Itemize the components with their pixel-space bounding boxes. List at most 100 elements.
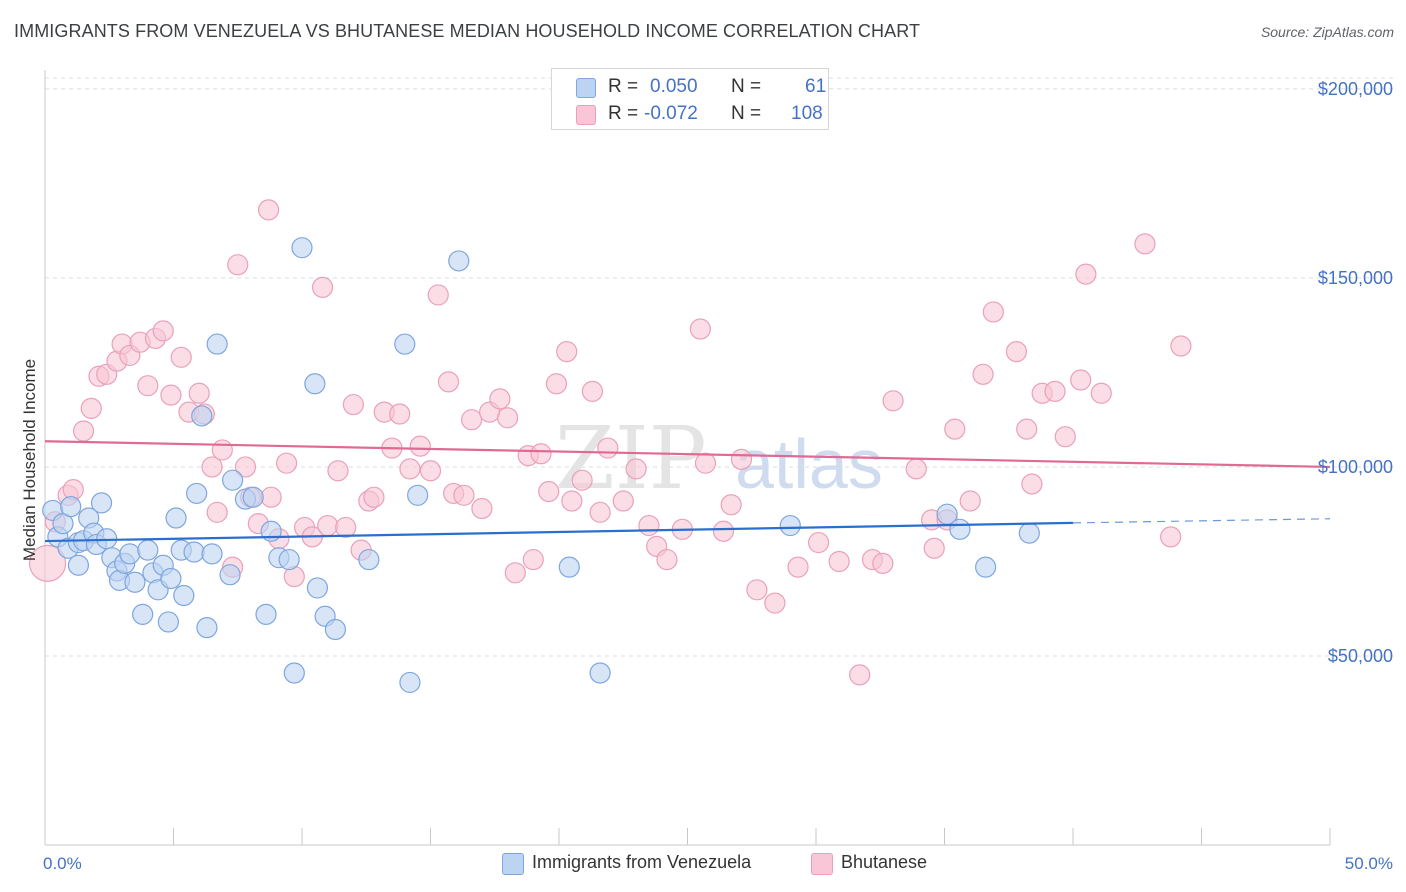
- bhutanese-point: [201, 456, 223, 478]
- bhutanese-point: [471, 497, 493, 520]
- bhutanese-point: [689, 318, 711, 340]
- legend-r-value: 0.050: [650, 76, 698, 97]
- bhutanese-point: [787, 556, 809, 578]
- y-tick-label: $150,000: [1318, 268, 1393, 288]
- venezuela-point: [206, 333, 228, 355]
- bhutanese-point: [1170, 335, 1192, 357]
- bhutanese-point: [504, 562, 526, 584]
- axes: [44, 70, 1331, 846]
- bhutanese-point: [625, 458, 647, 480]
- bhutanese-point: [982, 301, 1004, 323]
- bhutanese-point: [959, 490, 981, 512]
- venezuela-point: [278, 548, 300, 571]
- y-axis-title: Median Household Income: [20, 359, 39, 561]
- venezuela-point: [191, 405, 213, 427]
- bhutanese-point: [694, 452, 717, 474]
- bhutanese-point: [538, 480, 560, 503]
- bhutanese-point: [399, 458, 421, 480]
- series-legend-label: Bhutanese: [841, 852, 928, 872]
- bhutanese-point: [342, 393, 364, 416]
- chart-title: IMMIGRANTS FROM VENEZUELA VS BHUTANESE M…: [14, 21, 921, 41]
- venezuela-point: [306, 577, 329, 599]
- bhutanese-point: [137, 375, 159, 397]
- bhutanese-point: [234, 456, 257, 478]
- bhutanese-point: [561, 490, 583, 512]
- bhutanese-point: [363, 486, 385, 508]
- venezuela-trend-line: [44, 521, 1074, 543]
- bhutanese-point: [571, 469, 593, 491]
- venezuela-point: [157, 611, 179, 633]
- venezuela-point: [589, 662, 611, 684]
- legend-n-label: N =: [731, 103, 762, 124]
- series-swatch-pink: [811, 853, 833, 875]
- bhutanese-point: [152, 320, 174, 342]
- bhutanese-point: [211, 439, 233, 461]
- correlation-legend: R = 0.050 N = 61 R = -0.072 N = 108: [551, 68, 829, 130]
- venezuela-point: [183, 541, 205, 563]
- venezuela-point: [160, 567, 182, 590]
- bhutanese-point: [497, 407, 519, 429]
- bhutanese-point: [905, 458, 927, 480]
- legend-n-label: N =: [731, 76, 762, 97]
- venezuela-point: [196, 617, 218, 639]
- bhutanese-point: [720, 494, 742, 516]
- bhutanese-point: [944, 418, 966, 440]
- bhutanese-point: [160, 384, 182, 406]
- bhutanese-point: [597, 437, 619, 459]
- bhutanese-point: [530, 443, 552, 465]
- bhutanese-point: [317, 514, 339, 537]
- bhutanese-point: [581, 380, 604, 402]
- bhutanese-point: [260, 486, 282, 508]
- bhutanese-point: [522, 548, 544, 571]
- bhutanese-point: [335, 516, 357, 539]
- venezuela-point: [779, 514, 801, 537]
- bhutanese-point: [712, 520, 735, 542]
- bhutanese-point: [1044, 380, 1066, 402]
- venezuela-point: [283, 662, 305, 684]
- venezuela-point: [324, 618, 347, 641]
- bhutanese-point: [730, 448, 753, 470]
- watermark-zip: ZIP: [555, 409, 707, 509]
- bhutanese-point: [1005, 341, 1028, 363]
- bhutanese-point: [746, 579, 768, 601]
- venezuela-point: [173, 584, 195, 607]
- watermark-atlas: atlas: [735, 425, 883, 503]
- bhutanese-point: [419, 460, 442, 482]
- bhutanese-point: [206, 501, 228, 523]
- bhutanese-point: [188, 382, 210, 404]
- scatter-points: [28, 199, 1192, 694]
- venezuela-point: [242, 486, 264, 508]
- bhutanese-point: [275, 452, 298, 474]
- bhutanese-point: [872, 552, 894, 574]
- legend-n-value: 61: [805, 76, 827, 97]
- bhutanese-point: [972, 363, 994, 385]
- bhutanese-point: [427, 284, 449, 306]
- y-tick-labels: $50,000 $100,000 $150,000 $200,000: [1318, 79, 1393, 666]
- bhutanese-point: [1054, 426, 1076, 448]
- venezuela-point: [399, 671, 421, 694]
- bhutanese-point: [409, 435, 431, 457]
- bhutanese-point: [1134, 233, 1156, 255]
- source-note: Source: ZipAtlas.com: [1260, 24, 1394, 40]
- bhutanese-point: [437, 371, 460, 393]
- legend-r-label: R =: [608, 103, 639, 124]
- y-tick-label: $50,000: [1328, 646, 1393, 666]
- bhutanese-point: [311, 276, 334, 298]
- bhutanese-point: [764, 592, 786, 614]
- venezuela-point: [219, 564, 241, 586]
- bhutanese-point: [453, 484, 475, 506]
- bhutanese-point: [461, 409, 483, 431]
- bhutanese-point: [1075, 263, 1097, 285]
- bhutanese-point: [28, 544, 67, 582]
- venezuela-point: [291, 237, 313, 259]
- bhutanese-point: [1021, 473, 1043, 495]
- venezuela-point: [90, 492, 113, 514]
- bhutanese-point: [489, 388, 511, 410]
- x-tick-label-max: 50.0%: [1345, 854, 1393, 873]
- venezuela-point: [975, 556, 997, 578]
- bhutanese-point: [1016, 418, 1038, 440]
- venezuela-point: [448, 250, 470, 272]
- bhutanese-point: [882, 390, 904, 412]
- y-tick-label: $200,000: [1318, 79, 1393, 99]
- legend-r-value: -0.072: [644, 103, 698, 124]
